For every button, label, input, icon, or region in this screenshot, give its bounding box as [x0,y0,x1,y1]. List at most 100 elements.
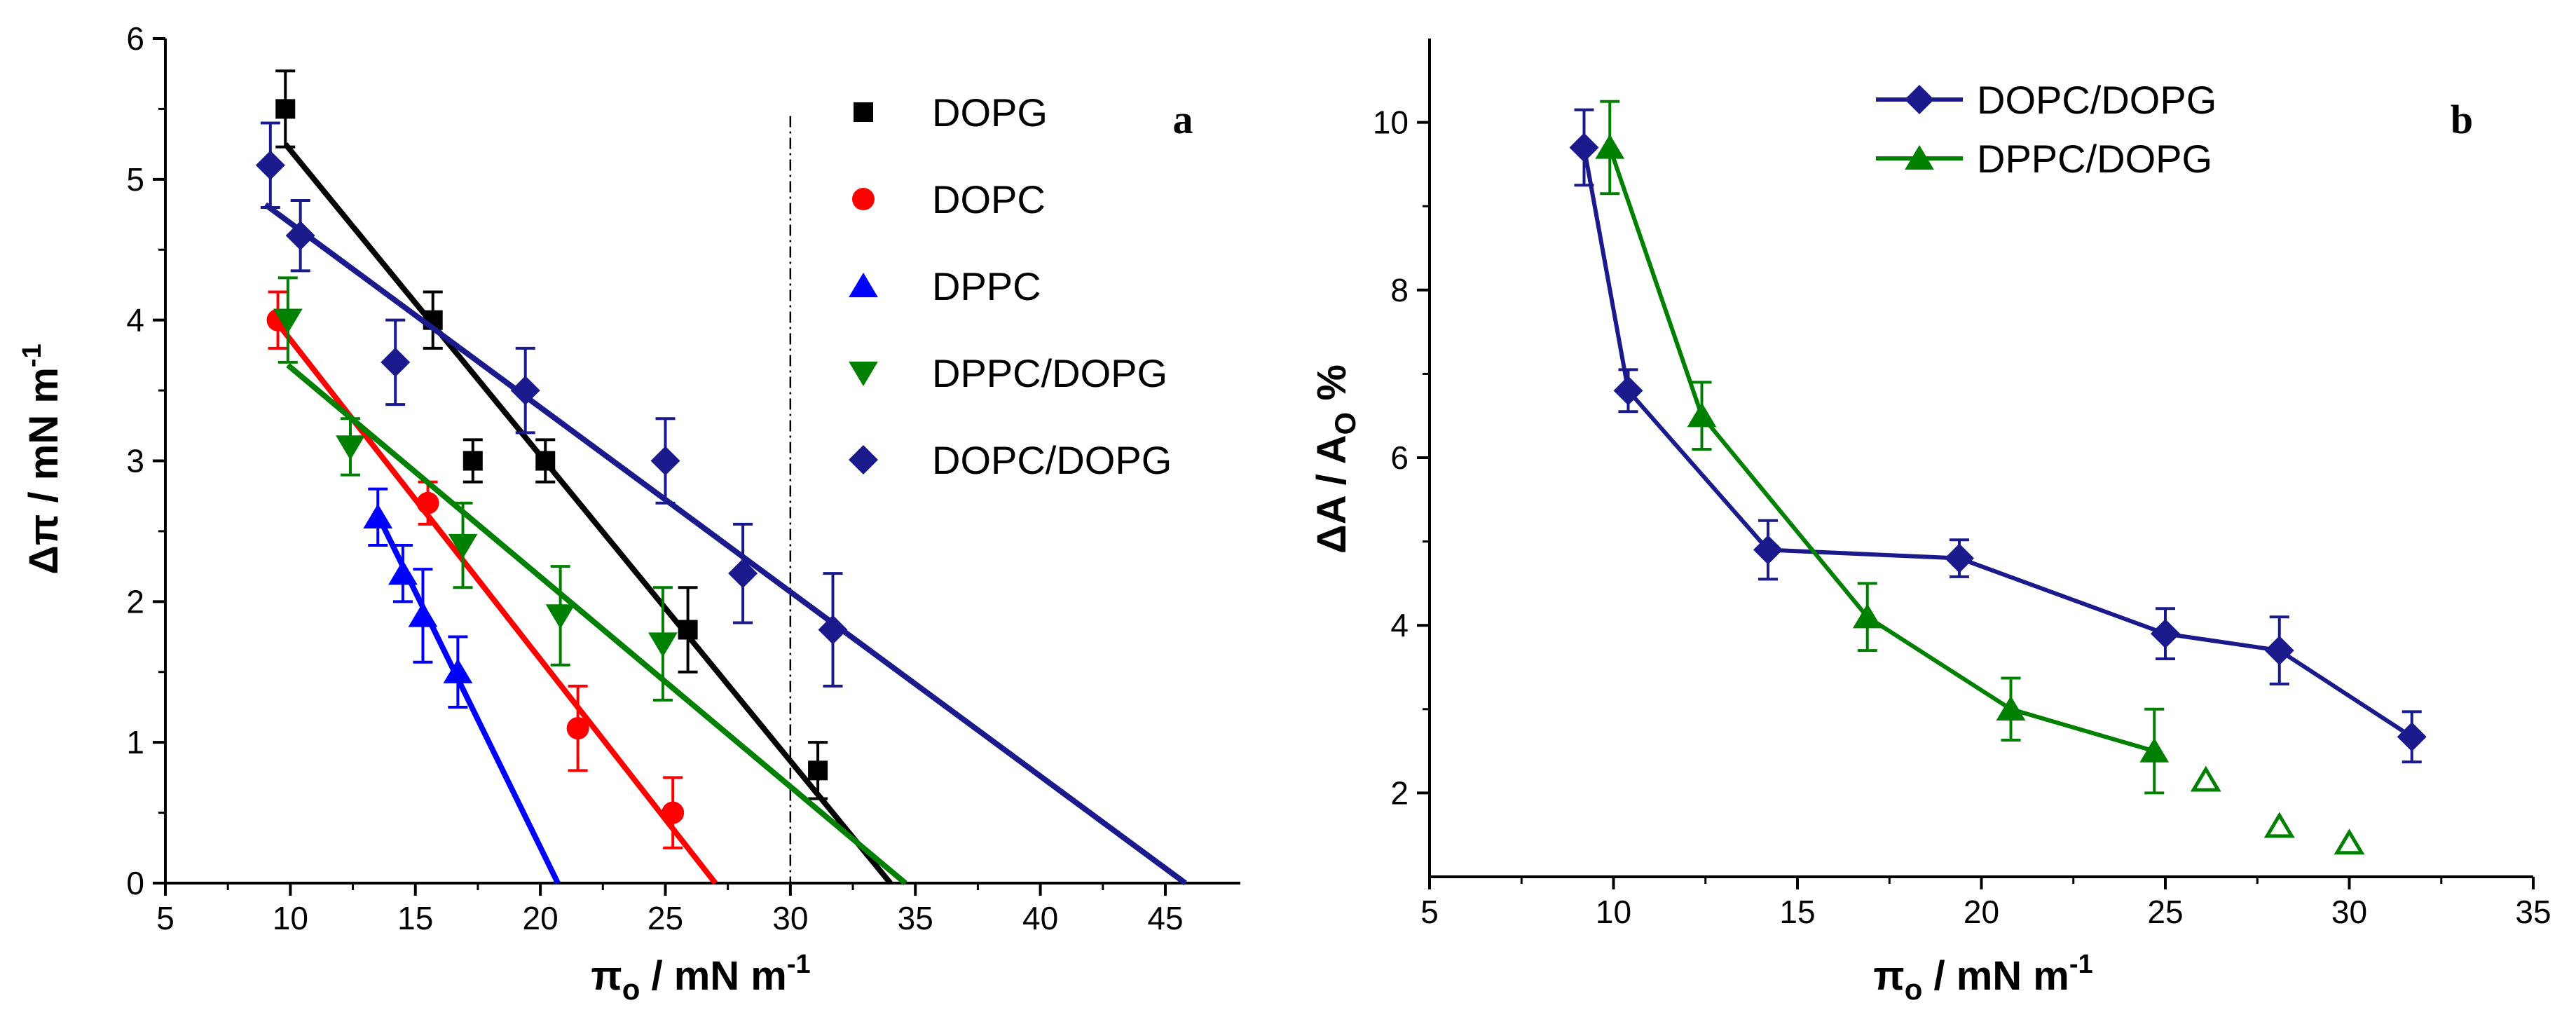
x-tick-label: 10 [1596,894,1631,930]
data-point-dopc-dopg [818,615,848,645]
series-dppc [363,487,561,885]
legend-marker-dopc-dopg [1905,85,1934,114]
legend-label: DOPC [932,177,1046,221]
x-tick-label: 35 [2515,894,2551,930]
legend-marker-dppc-dopg [849,361,878,386]
y-axis-title-sup: -1 [18,343,47,367]
x-axis-title-rest: / mN m [640,953,787,999]
y-axis-title-main: ΔA / A [1309,435,1355,554]
x-tick-label: 40 [1022,900,1058,936]
x-tick-label: 20 [1964,894,1999,930]
x-axis-title: πo / mN m-1 [591,950,810,1006]
data-point-dppc-dopg [273,308,303,334]
data-point-dopg [678,620,698,640]
legend: DOPC/DOPG DPPC/DOPG [1876,78,2217,181]
y-tick-label: 10 [1373,104,1409,141]
data-point-dppc [363,503,393,528]
y-axis-title-sub: O [1329,412,1362,435]
legend-label: DOPC/DOPG [1977,78,2217,122]
y-tick-label: 4 [126,302,144,339]
x-axis-title: πo / mN m-1 [1873,950,2092,1006]
data-point-dopc [416,491,439,514]
legend-item-dppc-dopg: DPPC/DOPG [849,351,1167,395]
data-point-dppc-dopg [1996,695,2026,721]
x-tick-label: 5 [156,900,174,936]
data-point-dppc-dopg [1852,603,1882,629]
data-point-dopc-dopg [650,446,680,476]
open-data-point-dppc-dopg [2190,765,2221,792]
data-point-dppc-dopg [1595,134,1625,159]
y-tick-label: 6 [1390,439,1409,476]
y-tick-label: 4 [1390,607,1409,643]
legend-label: DOPC/DOPG [932,438,1172,482]
y-tick-label: 5 [126,161,144,198]
x-axis-title-rest: / mN m [1922,953,2069,999]
data-point-dopc [566,717,589,740]
data-point-dopc-dopg [1753,535,1783,565]
series-dopg [275,69,893,885]
x-tick-label: 35 [898,900,933,936]
x-axis-title-sup: -1 [2069,950,2093,979]
data-point-dopc-dopg [728,559,758,589]
data-point-dopc-dopg [1613,376,1643,406]
data-point-dopc-dopg [381,347,411,377]
legend-item-dopg: DOPG [854,90,1048,135]
x-tick-label: 15 [397,900,433,936]
x-tick-label: 10 [273,900,308,936]
fit-line-dopg [283,142,893,885]
data-point-dopg [463,451,483,471]
x-tick-label: 25 [648,900,683,936]
x-axis-title-sup: -1 [787,950,811,979]
x-tick-label: 15 [1779,894,1815,930]
legend-marker-dppc [849,273,878,298]
data-point-dopc-dopg [1569,132,1599,163]
data-point-dopg [275,99,296,119]
legend-label: DPPC/DOPG [932,351,1167,395]
x-tick-label: 45 [1147,900,1183,936]
y-axis-title: Δπ / mN m-1 [18,343,67,574]
legend-marker-dppc-dopg [1905,145,1934,170]
x-axis-title-main: π [1873,953,1904,999]
x-tick-label: 30 [2331,894,2367,930]
y-tick-label: 8 [1390,272,1409,308]
legend-label: DOPG [932,90,1048,135]
data-point-dppc-dopg [448,533,478,559]
data-point-dopc-dopg [2264,636,2294,666]
data-point-dopc-dopg [1945,543,1974,573]
data-point-dppc-dopg [336,435,365,460]
open-data-point-dppc-dopg [2263,812,2295,838]
legend-label: DPPC [932,264,1041,308]
y-tick-label: 1 [126,724,144,760]
data-point-dopc-dopg [510,376,540,406]
fit-line-dppc-dopg [286,362,907,886]
legend-item-dopc-dopg: DOPC/DOPG [1876,78,2217,122]
legend-marker-dopg [854,102,873,122]
series-dppc-dopg [273,276,907,886]
y-axis-title: ΔA / AO % [1309,364,1362,554]
data-point-dppc [388,560,418,585]
y-tick-label: 3 [126,443,144,479]
series-dopc-dopg [1569,108,2427,764]
panel-label-a: a [1173,97,1193,142]
y-tick-label: 2 [1390,774,1409,811]
data-point-dopc-dopg [255,150,285,180]
legend-item-dopc-dopg: DOPC/DOPG [849,438,1172,482]
data-point-dopg [808,760,828,781]
data-point-dopc-dopg [2397,722,2427,752]
legend-item-dppc-dopg: DPPC/DOPG [1876,137,2212,181]
legend: DOPG DOPC DPPC DPPC/DOPG DOPC/DOPG [849,90,1172,482]
data-point-dppc [408,602,438,627]
open-data-point-dppc-dopg [2334,828,2365,855]
series-dopc-dopg [255,121,1187,886]
y-axis-title-main: Δπ / mN m [21,367,67,575]
data-point-dopc-dopg [285,221,315,251]
data-point-dppc-dopg [545,604,575,629]
panel-b: 5 10 15 20 25 30 35 2 4 6 8 10 πo / mN m-1 ΔA / AO % b… [1309,39,2551,1006]
x-tick-label: 20 [523,900,559,936]
x-axis-title-sub: o [1905,973,1923,1006]
series-dppc-dopg [1595,100,2365,855]
legend-item-dppc: DPPC [849,264,1041,308]
panel-label-b: b [2451,97,2473,142]
x-axis-title-main: π [591,953,622,999]
